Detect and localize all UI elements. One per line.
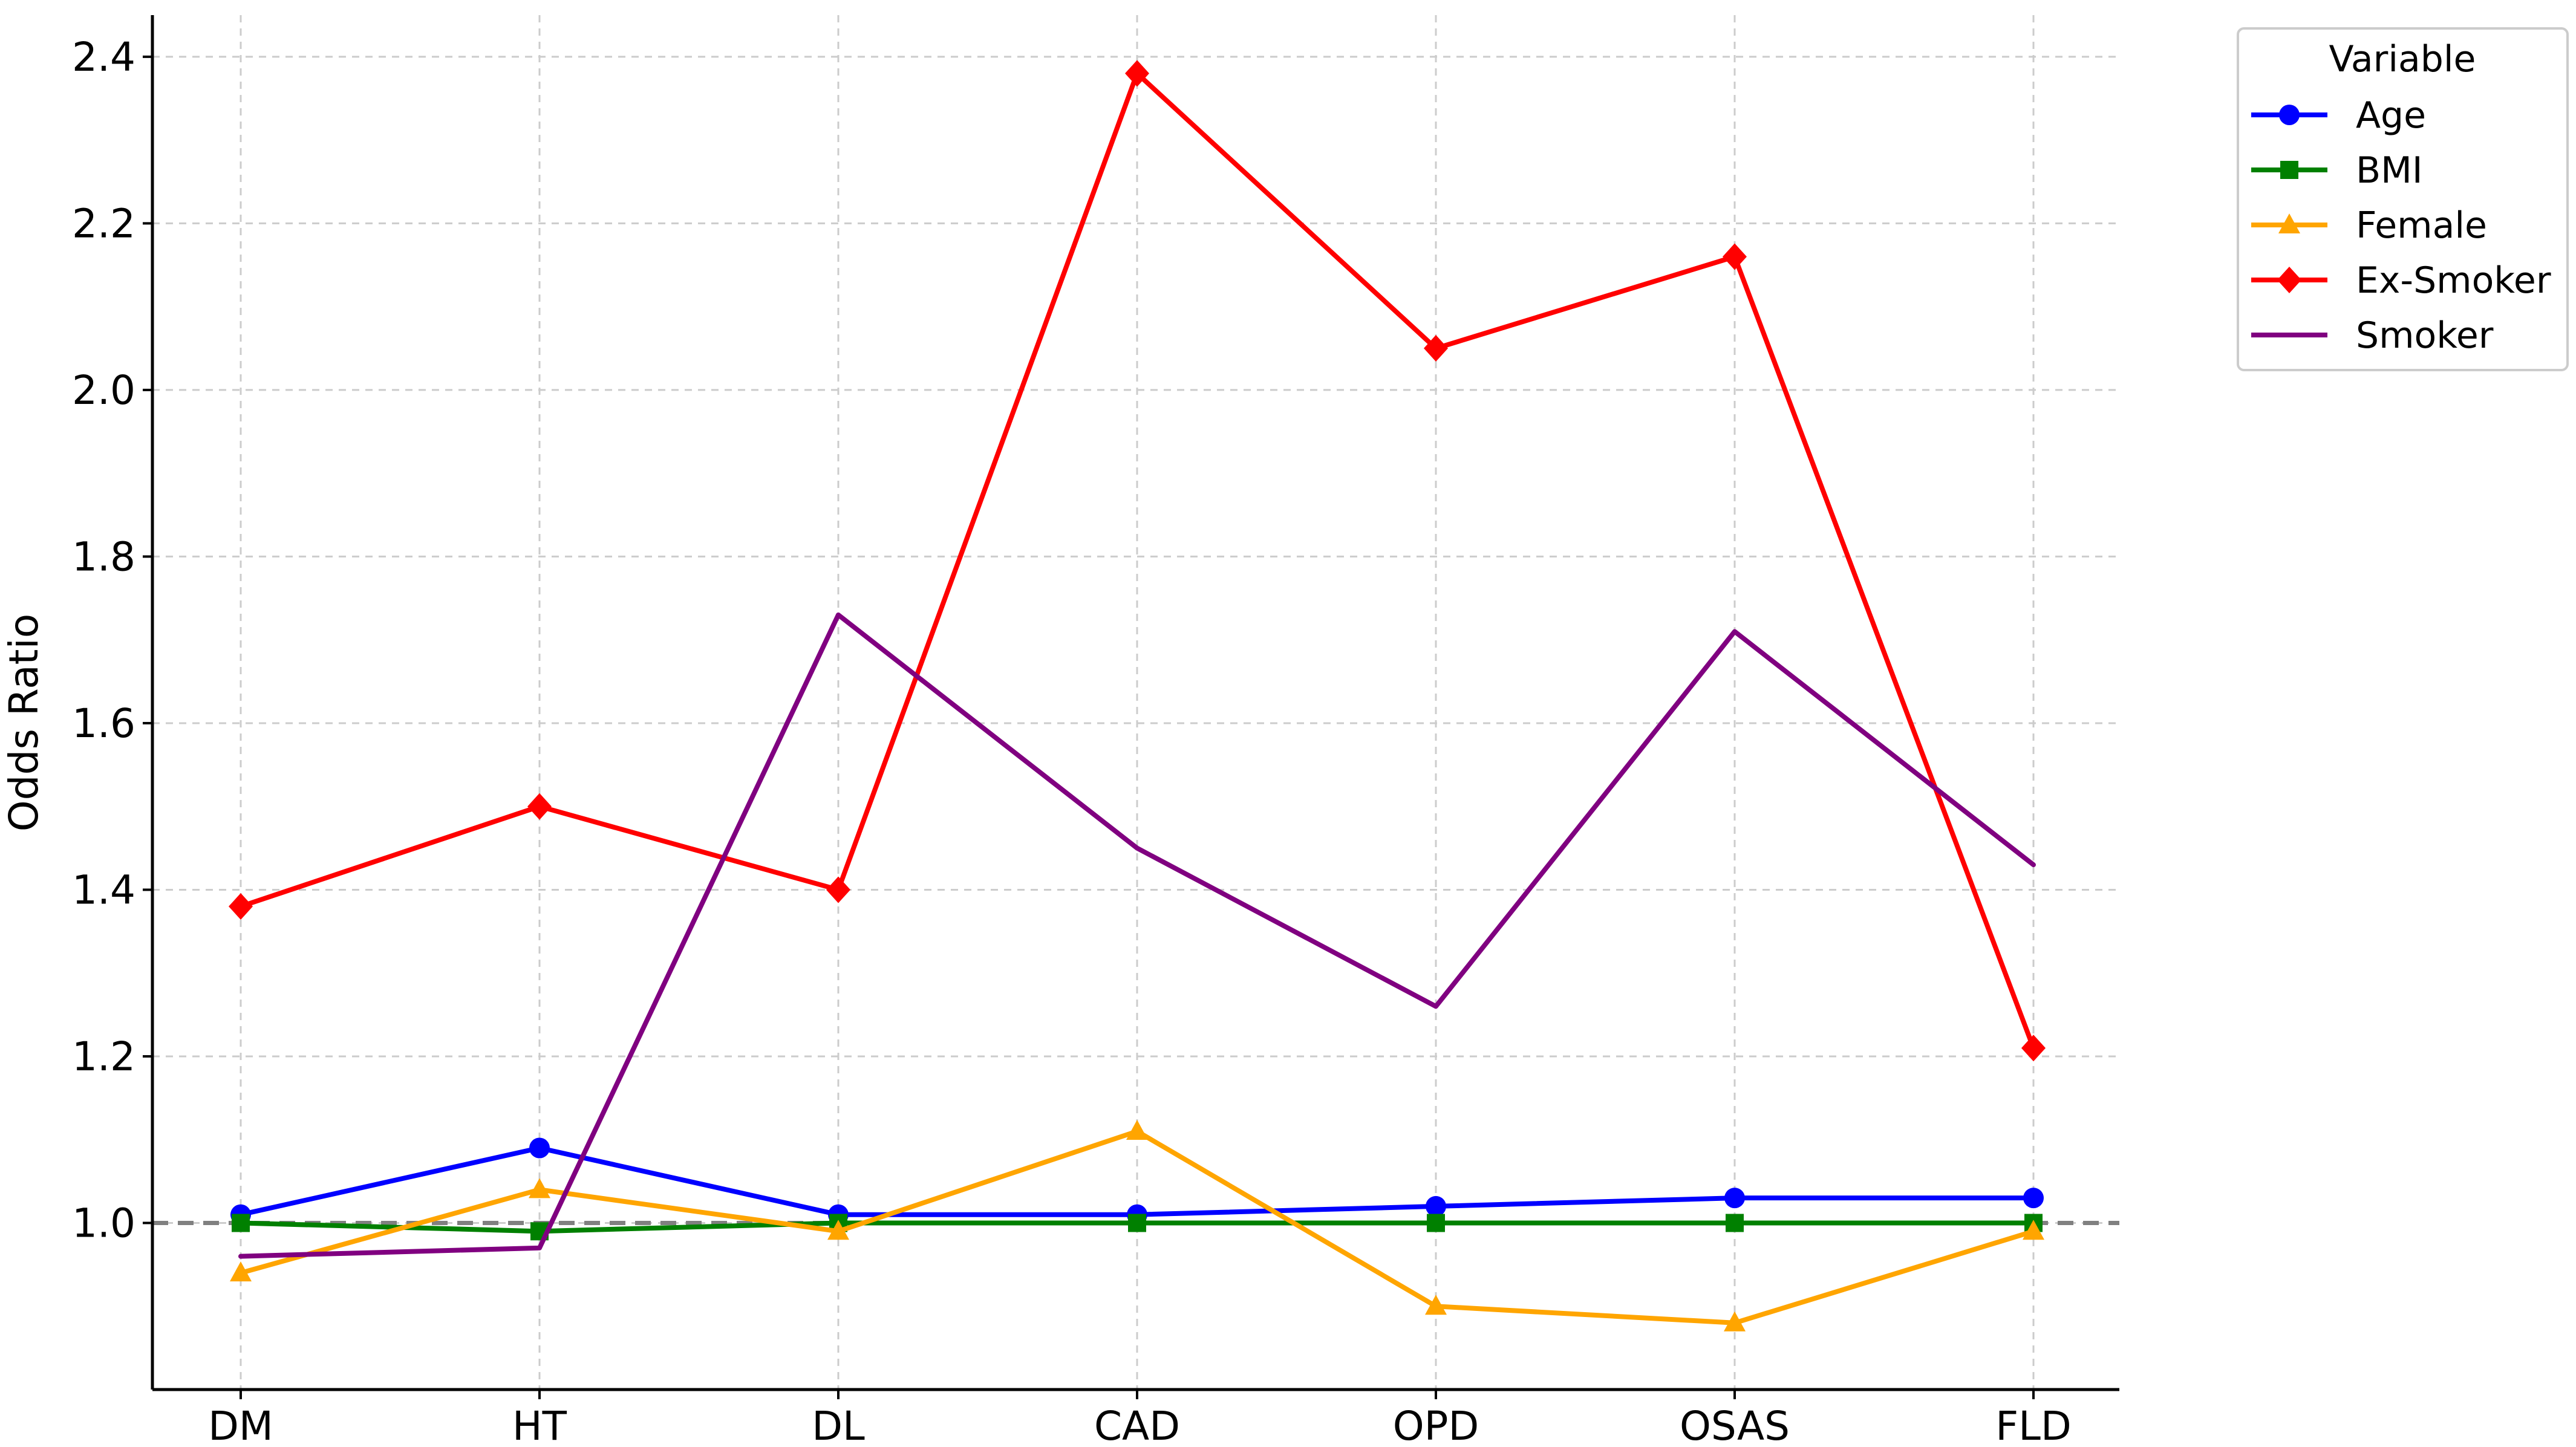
legend-label: BMI [2356, 149, 2423, 192]
data-point-female [2023, 1220, 2044, 1240]
x-tick-label: DL [812, 1403, 865, 1447]
legend-item-age: Age [2251, 94, 2426, 137]
series-female [230, 1119, 2044, 1332]
grid [152, 15, 2119, 1390]
data-point-bmi [1726, 1214, 1744, 1232]
y-tick-label: 2.4 [72, 34, 135, 80]
y-tick-label: 2.2 [72, 200, 135, 247]
data-point-ex-smoker [826, 876, 850, 903]
y-tick-label: 1.4 [72, 867, 135, 913]
data-point-female [1126, 1119, 1148, 1140]
x-tick-label: DM [208, 1403, 273, 1447]
y-tick-label: 1.0 [72, 1200, 135, 1246]
data-point-female [827, 1220, 849, 1240]
data-point-female [1724, 1311, 1746, 1332]
data-point-ex-smoker [229, 893, 253, 920]
data-point-ex-smoker [1424, 335, 1448, 362]
data-point-female [529, 1178, 550, 1198]
legend-item-ex-smoker: Ex-Smoker [2251, 259, 2551, 302]
data-point-bmi [232, 1214, 250, 1232]
legend: Variable Age BMI Female Ex-Smoker Smoker [2237, 27, 2569, 371]
y-tick-label: 1.8 [72, 533, 135, 580]
data-point-ex-smoker [1723, 243, 1747, 270]
legend-label: Female [2356, 204, 2487, 247]
data-point-bmi [1427, 1214, 1445, 1232]
x-tick-label: HT [512, 1403, 567, 1447]
data-point-ex-smoker [1125, 60, 1149, 87]
data-point-female [230, 1261, 252, 1282]
series-ex-smoker [229, 60, 2046, 1062]
legend-label: Smoker [2356, 314, 2494, 357]
series-smoker [238, 612, 2036, 1259]
x-tick-label: OPD [1393, 1403, 1479, 1447]
legend-item-bmi: BMI [2251, 149, 2423, 192]
legend-swatch-marker [2279, 105, 2300, 125]
legend-label: Age [2356, 94, 2426, 137]
axes: 1.0 1.2 1.4 1.6 1.8 2.0 2.2 2.4 DM HT DL CAD OPD OSAS… [72, 15, 2119, 1447]
y-axis-label: Odds Ratio [1, 614, 47, 832]
data-point-age [529, 1137, 550, 1159]
series-line-smoker [238, 612, 2036, 1259]
data-point-age [1724, 1188, 1745, 1209]
data-point-ex-smoker [2021, 1035, 2046, 1062]
legend-swatch-marker [2278, 213, 2300, 233]
legend-item-smoker: Smoker [2251, 314, 2494, 357]
x-tick-label: CAD [1094, 1403, 1180, 1447]
series-bmi [232, 1214, 2043, 1241]
legend-title: Variable [2329, 38, 2476, 80]
legend-item-female: Female [2251, 204, 2487, 247]
data-point-age [1426, 1195, 1446, 1217]
legend-swatch-marker [2277, 267, 2301, 293]
data-point-bmi [1128, 1214, 1146, 1232]
legend-swatch-marker [2280, 161, 2298, 179]
series-group [229, 60, 2046, 1332]
data-point-female [1425, 1295, 1447, 1315]
x-tick-label: OSAS [1680, 1403, 1790, 1447]
data-point-ex-smoker [527, 793, 552, 820]
x-tick-label: FLD [1995, 1403, 2072, 1447]
y-tick-label: 1.2 [72, 1033, 135, 1080]
y-tick-label: 2.0 [72, 367, 135, 414]
data-point-age [2023, 1188, 2044, 1209]
y-tick-label: 1.6 [72, 700, 135, 747]
legend-label: Ex-Smoker [2356, 259, 2551, 302]
